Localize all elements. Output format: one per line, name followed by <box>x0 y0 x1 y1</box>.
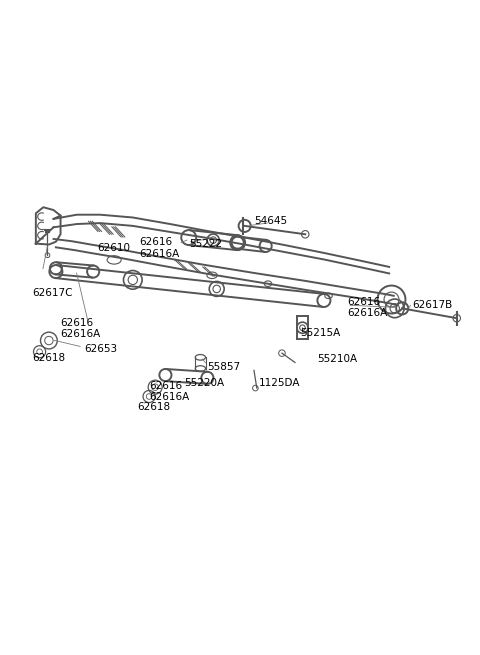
Text: 55215A: 55215A <box>300 328 341 338</box>
Text: 55210A: 55210A <box>317 354 357 364</box>
Text: 62616
62616A: 62616 62616A <box>139 238 180 259</box>
Text: 62616
62616A: 62616 62616A <box>149 381 189 402</box>
Text: 55857: 55857 <box>207 362 240 372</box>
Text: 62617B: 62617B <box>412 300 453 310</box>
Text: 62616
62616A: 62616 62616A <box>60 318 101 339</box>
Text: 62618: 62618 <box>33 353 66 363</box>
Text: 55222: 55222 <box>189 238 222 249</box>
Text: 62616
62616A: 62616 62616A <box>347 297 387 318</box>
Text: 62653: 62653 <box>84 345 117 354</box>
Text: 54645: 54645 <box>254 216 287 226</box>
Text: 55220A: 55220A <box>184 377 224 388</box>
Text: 62617C: 62617C <box>33 288 73 297</box>
Text: 1125DA: 1125DA <box>259 377 300 388</box>
Text: 62610: 62610 <box>97 243 131 253</box>
Text: 62618: 62618 <box>137 402 170 412</box>
